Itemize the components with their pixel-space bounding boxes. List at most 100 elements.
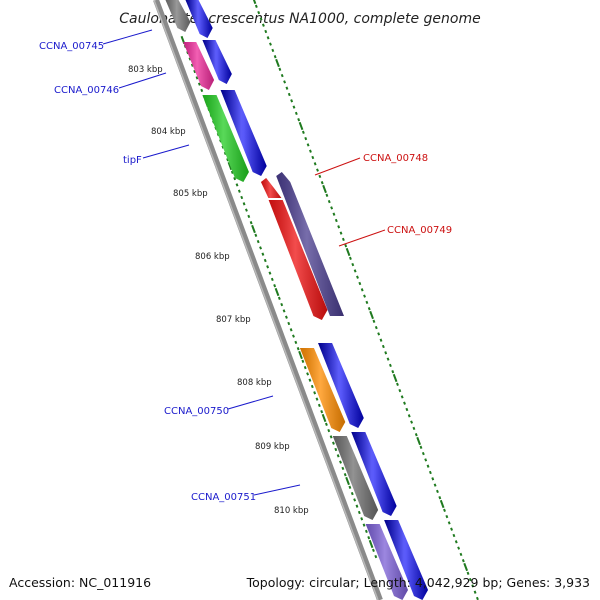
tick-mark — [301, 130, 305, 134]
tick-mark — [230, 170, 234, 174]
tick-mark — [306, 372, 310, 376]
leader-line — [338, 229, 386, 247]
tick-mark — [391, 370, 395, 374]
tick-mark — [457, 546, 461, 550]
tick-mark — [407, 414, 411, 418]
tick-mark — [259, 17, 263, 21]
tick-mark — [355, 504, 359, 508]
tick-mark — [195, 76, 199, 80]
tick-label-806: 806 kbp — [195, 252, 230, 262]
tick-mark — [277, 296, 281, 300]
tick-mark — [344, 244, 348, 248]
tick-mark — [369, 310, 374, 320]
tick-mark — [450, 527, 453, 531]
tick-mark — [353, 269, 357, 273]
tick-mark — [290, 99, 294, 103]
tick-mark — [254, 4, 258, 8]
tick-label-809: 809 kbp — [255, 442, 290, 452]
leader-line — [118, 72, 167, 89]
tick-mark — [426, 464, 430, 468]
tick-mark — [251, 224, 256, 234]
tick-mark — [280, 302, 284, 307]
tick-mark — [424, 458, 428, 462]
tick-mark — [275, 58, 280, 68]
tick-mark — [280, 73, 284, 78]
tick-mark — [313, 391, 317, 395]
gene-ccna-00749-bar-shading — [276, 172, 344, 316]
tick-mark — [296, 347, 300, 351]
tick-mark — [316, 168, 319, 172]
tick-mark — [282, 309, 286, 313]
tick-mark — [269, 42, 272, 46]
gene-label-ccna-00748[interactable]: CCNA_00748 — [363, 153, 428, 164]
tick-mark — [349, 256, 352, 260]
gene-label-ccna-00750[interactable]: CCNA_00750 — [164, 406, 229, 417]
tick-mark — [257, 10, 261, 15]
tick-mark — [294, 111, 298, 116]
tick-mark — [386, 357, 390, 361]
gene-labels: CCNA_00745 CCNA_00746 tipF CCNA_00748 CC… — [39, 29, 452, 503]
tick-mark — [362, 523, 366, 527]
tick-mark — [297, 118, 301, 122]
gene-label-ccna-00749[interactable]: CCNA_00749 — [387, 225, 452, 236]
gene-ccna-00750-bar-shading — [299, 348, 346, 432]
tick-mark — [357, 510, 361, 515]
tick-mark — [360, 288, 364, 292]
tick-mark — [339, 460, 342, 464]
gene-blue-bar-shading — [351, 432, 397, 516]
tick-mark — [392, 373, 398, 383]
tick-mark — [227, 161, 233, 171]
tick-mark — [304, 136, 308, 141]
tick-mark — [428, 470, 432, 475]
tick-mark — [223, 151, 227, 156]
tick-label-804: 804 kbp — [151, 127, 186, 137]
tick-mark — [289, 328, 293, 332]
tick-mark — [310, 384, 314, 389]
tick-mark — [306, 143, 310, 147]
tick-mark — [367, 307, 371, 311]
gene-blue-bar-shading — [384, 520, 428, 600]
tick-mark — [292, 334, 295, 338]
tick-mark — [419, 445, 423, 449]
tick-mark — [454, 540, 458, 544]
gene-label-ccna-00751[interactable]: CCNA_00751 — [191, 492, 256, 503]
tick-mark — [351, 262, 355, 267]
tick-mark — [188, 57, 192, 61]
tick-mark — [240, 195, 244, 200]
tick-mark — [412, 426, 416, 431]
tick-mark — [266, 265, 270, 269]
tick-mark — [270, 277, 274, 282]
tick-mark — [334, 218, 338, 223]
tick-mark — [468, 577, 472, 582]
tick-mark — [381, 344, 385, 349]
tick-mark — [190, 63, 194, 67]
tick-mark — [273, 284, 277, 288]
tick-mark — [261, 23, 265, 27]
tick-mark — [294, 340, 298, 345]
tick-mark — [367, 536, 371, 540]
tick-mark — [321, 413, 327, 423]
right-tick-row — [252, 0, 479, 600]
gene-label-ccna-00745[interactable]: CCNA_00745 — [39, 41, 104, 52]
tick-mark — [473, 590, 477, 594]
tick-mark — [287, 92, 291, 97]
tick-mark — [365, 300, 369, 305]
gene-label-ccna-00746[interactable]: CCNA_00746 — [54, 85, 119, 96]
tick-mark — [447, 521, 451, 525]
tick-label-803: 803 kbp — [128, 65, 163, 75]
tick-mark — [271, 48, 275, 53]
gene-label-tipf[interactable]: tipF — [123, 155, 142, 166]
tick-mark — [334, 447, 338, 452]
tick-mark — [345, 476, 350, 486]
tick-label-805: 805 kbp — [173, 189, 208, 199]
tick-mark — [332, 212, 336, 216]
tick-mark — [261, 252, 265, 256]
gene-blue-bar-shading — [202, 40, 232, 84]
tick-mark — [268, 271, 272, 275]
tick-mark — [264, 29, 268, 34]
tick-mark — [377, 332, 381, 336]
tick-mark — [341, 466, 345, 471]
tick-mark — [403, 401, 406, 405]
leader-line — [102, 29, 153, 45]
